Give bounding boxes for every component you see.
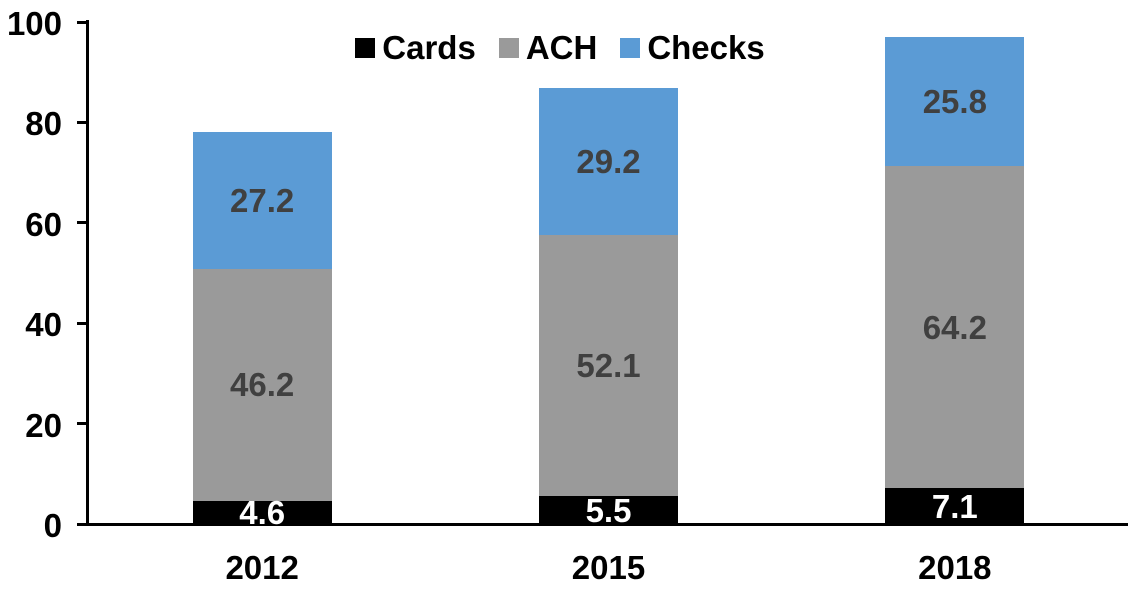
- segment-checks-2012: 27.2: [192, 132, 332, 269]
- y-tick-label-60: 60: [25, 205, 62, 243]
- data-label-checks-2018: 25.8: [922, 82, 987, 120]
- data-label-cards-2015: 5.5: [585, 491, 632, 529]
- segment-cards-2015: 5.5: [539, 491, 678, 529]
- y-tick-label-40: 40: [25, 306, 62, 344]
- segment-checks-2018: 25.8: [885, 36, 1025, 167]
- y-tick-60: [77, 221, 89, 225]
- data-label-cards-2018: 7.1: [931, 487, 978, 525]
- x-axis-line: [86, 523, 1128, 526]
- y-tick-label-0: 0: [43, 507, 62, 544]
- y-tick-80: [77, 120, 89, 124]
- segment-checks-2015: 29.2: [539, 88, 678, 235]
- segment-ach-2012: 46.2: [192, 269, 332, 501]
- segment-ach-2018: 64.2: [885, 166, 1025, 489]
- segment-cards-2012: 4.6: [192, 496, 332, 529]
- data-label-ach-2012: 46.2: [230, 366, 295, 404]
- x-label-2012: 2012: [225, 549, 299, 586]
- y-tick-40: [77, 321, 89, 325]
- y-tick-label-80: 80: [25, 105, 62, 143]
- x-label-2018: 2018: [918, 549, 992, 586]
- legend-swatch-cards-icon: [355, 37, 376, 58]
- bar-2012: 4.6 46.2 27.2: [192, 132, 332, 529]
- legend-item-ach: ACH: [498, 29, 598, 66]
- legend-label-ach: ACH: [525, 29, 598, 66]
- data-label-ach-2015: 52.1: [576, 347, 641, 385]
- y-tick-0: [77, 522, 89, 526]
- y-tick-20: [77, 422, 89, 426]
- data-label-ach-2018: 64.2: [922, 308, 987, 346]
- segment-ach-2015: 52.1: [539, 234, 678, 497]
- y-tick-label-20: 20: [25, 406, 62, 444]
- x-label-2015: 2015: [571, 549, 646, 586]
- legend-swatch-ach-icon: [498, 37, 519, 58]
- legend-item-checks: Checks: [620, 29, 765, 66]
- bar-2018: 7.1 64.2 25.8: [885, 36, 1025, 525]
- legend-swatch-checks-icon: [620, 37, 641, 58]
- y-tick-100: [77, 20, 89, 24]
- bar-2015: 5.5 52.1 29.2: [539, 88, 678, 529]
- y-tick-label-100: 100: [6, 5, 62, 42]
- legend-label-cards: Cards: [382, 29, 476, 66]
- legend-item-cards: Cards: [355, 31, 476, 64]
- legend-label-checks: Checks: [647, 29, 765, 66]
- data-label-checks-2015: 29.2: [576, 143, 641, 181]
- chart-legend: Cards ACH Checks: [0, 31, 1120, 64]
- segment-cards-2018: 7.1: [885, 487, 1025, 525]
- data-label-cards-2012: 4.6: [239, 493, 286, 531]
- data-label-checks-2012: 27.2: [230, 182, 295, 220]
- y-axis-line: [86, 20, 89, 526]
